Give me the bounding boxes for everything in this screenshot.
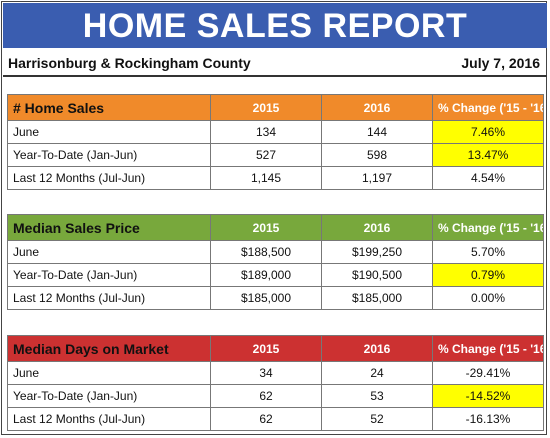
row-label: Year-To-Date (Jan-Jun) [7,143,211,167]
row-label: June [7,361,211,385]
value-2015: 527 [210,143,322,167]
value-2016: 144 [321,120,433,144]
value-2016: $185,000 [321,286,433,310]
column-header-2015: 2015 [210,335,322,362]
percent-change: 4.54% [432,166,544,190]
row-label: June [7,240,211,264]
percent-change: -14.52% [432,384,544,408]
table-row: Year-To-Date (Jan-Jun) $189,000 $190,500… [7,263,544,287]
median-days-on-market-table: Median Days on Market 2015 2016 % Change… [7,335,544,431]
value-2015: 1,145 [210,166,322,190]
percent-change: 5.70% [432,240,544,264]
row-label: Last 12 Months (Jul-Jun) [7,286,211,310]
section-title: Median Days on Market [7,335,211,362]
section-title: Median Sales Price [7,214,211,241]
column-header-2016: 2016 [321,214,433,241]
subtitle-row: Harrisonburg & Rockingham County July 7,… [8,53,540,73]
row-label: Year-To-Date (Jan-Jun) [7,384,211,408]
table-row: June $188,500 $199,250 5.70% [7,240,544,264]
value-2015: $185,000 [210,286,322,310]
report-date: July 7, 2016 [461,55,540,71]
table-header-row: # Home Sales 2015 2016 % Change ('15 - '… [7,94,544,121]
value-2016: 1,197 [321,166,433,190]
table-row: June 134 144 7.46% [7,120,544,144]
region-label: Harrisonburg & Rockingham County [8,55,251,71]
value-2016: $190,500 [321,263,433,287]
table-row: Year-To-Date (Jan-Jun) 62 53 -14.52% [7,384,544,408]
table-row: June 34 24 -29.41% [7,361,544,385]
value-2015: 62 [210,384,322,408]
report-title-banner: HOME SALES REPORT [3,3,547,48]
table-row: Last 12 Months (Jul-Jun) 1,145 1,197 4.5… [7,166,544,190]
value-2016: 24 [321,361,433,385]
value-2016: 53 [321,384,433,408]
column-header-change: % Change ('15 - '16) [432,214,544,241]
median-sales-price-table: Median Sales Price 2015 2016 % Change ('… [7,214,544,310]
table-row: Last 12 Months (Jul-Jun) $185,000 $185,0… [7,286,544,310]
value-2015: 34 [210,361,322,385]
value-2016: 52 [321,407,433,431]
value-2015: 134 [210,120,322,144]
value-2016: $199,250 [321,240,433,264]
column-header-2016: 2016 [321,94,433,121]
percent-change: -16.13% [432,407,544,431]
home-sales-table: # Home Sales 2015 2016 % Change ('15 - '… [7,94,544,190]
section-title: # Home Sales [7,94,211,121]
row-label: June [7,120,211,144]
table-row: Year-To-Date (Jan-Jun) 527 598 13.47% [7,143,544,167]
value-2015: $188,500 [210,240,322,264]
table-header-row: Median Days on Market 2015 2016 % Change… [7,335,544,362]
column-header-change: % Change ('15 - '16) [432,335,544,362]
table-header-row: Median Sales Price 2015 2016 % Change ('… [7,214,544,241]
column-header-2015: 2015 [210,94,322,121]
row-label: Last 12 Months (Jul-Jun) [7,166,211,190]
value-2015: $189,000 [210,263,322,287]
value-2015: 62 [210,407,322,431]
column-header-change: % Change ('15 - '16) [432,94,544,121]
percent-change: 7.46% [432,120,544,144]
percent-change: -29.41% [432,361,544,385]
value-2016: 598 [321,143,433,167]
subtitle-divider [3,75,547,77]
table-row: Last 12 Months (Jul-Jun) 62 52 -16.13% [7,407,544,431]
column-header-2016: 2016 [321,335,433,362]
percent-change: 0.00% [432,286,544,310]
percent-change: 13.47% [432,143,544,167]
row-label: Last 12 Months (Jul-Jun) [7,407,211,431]
percent-change: 0.79% [432,263,544,287]
column-header-2015: 2015 [210,214,322,241]
row-label: Year-To-Date (Jan-Jun) [7,263,211,287]
